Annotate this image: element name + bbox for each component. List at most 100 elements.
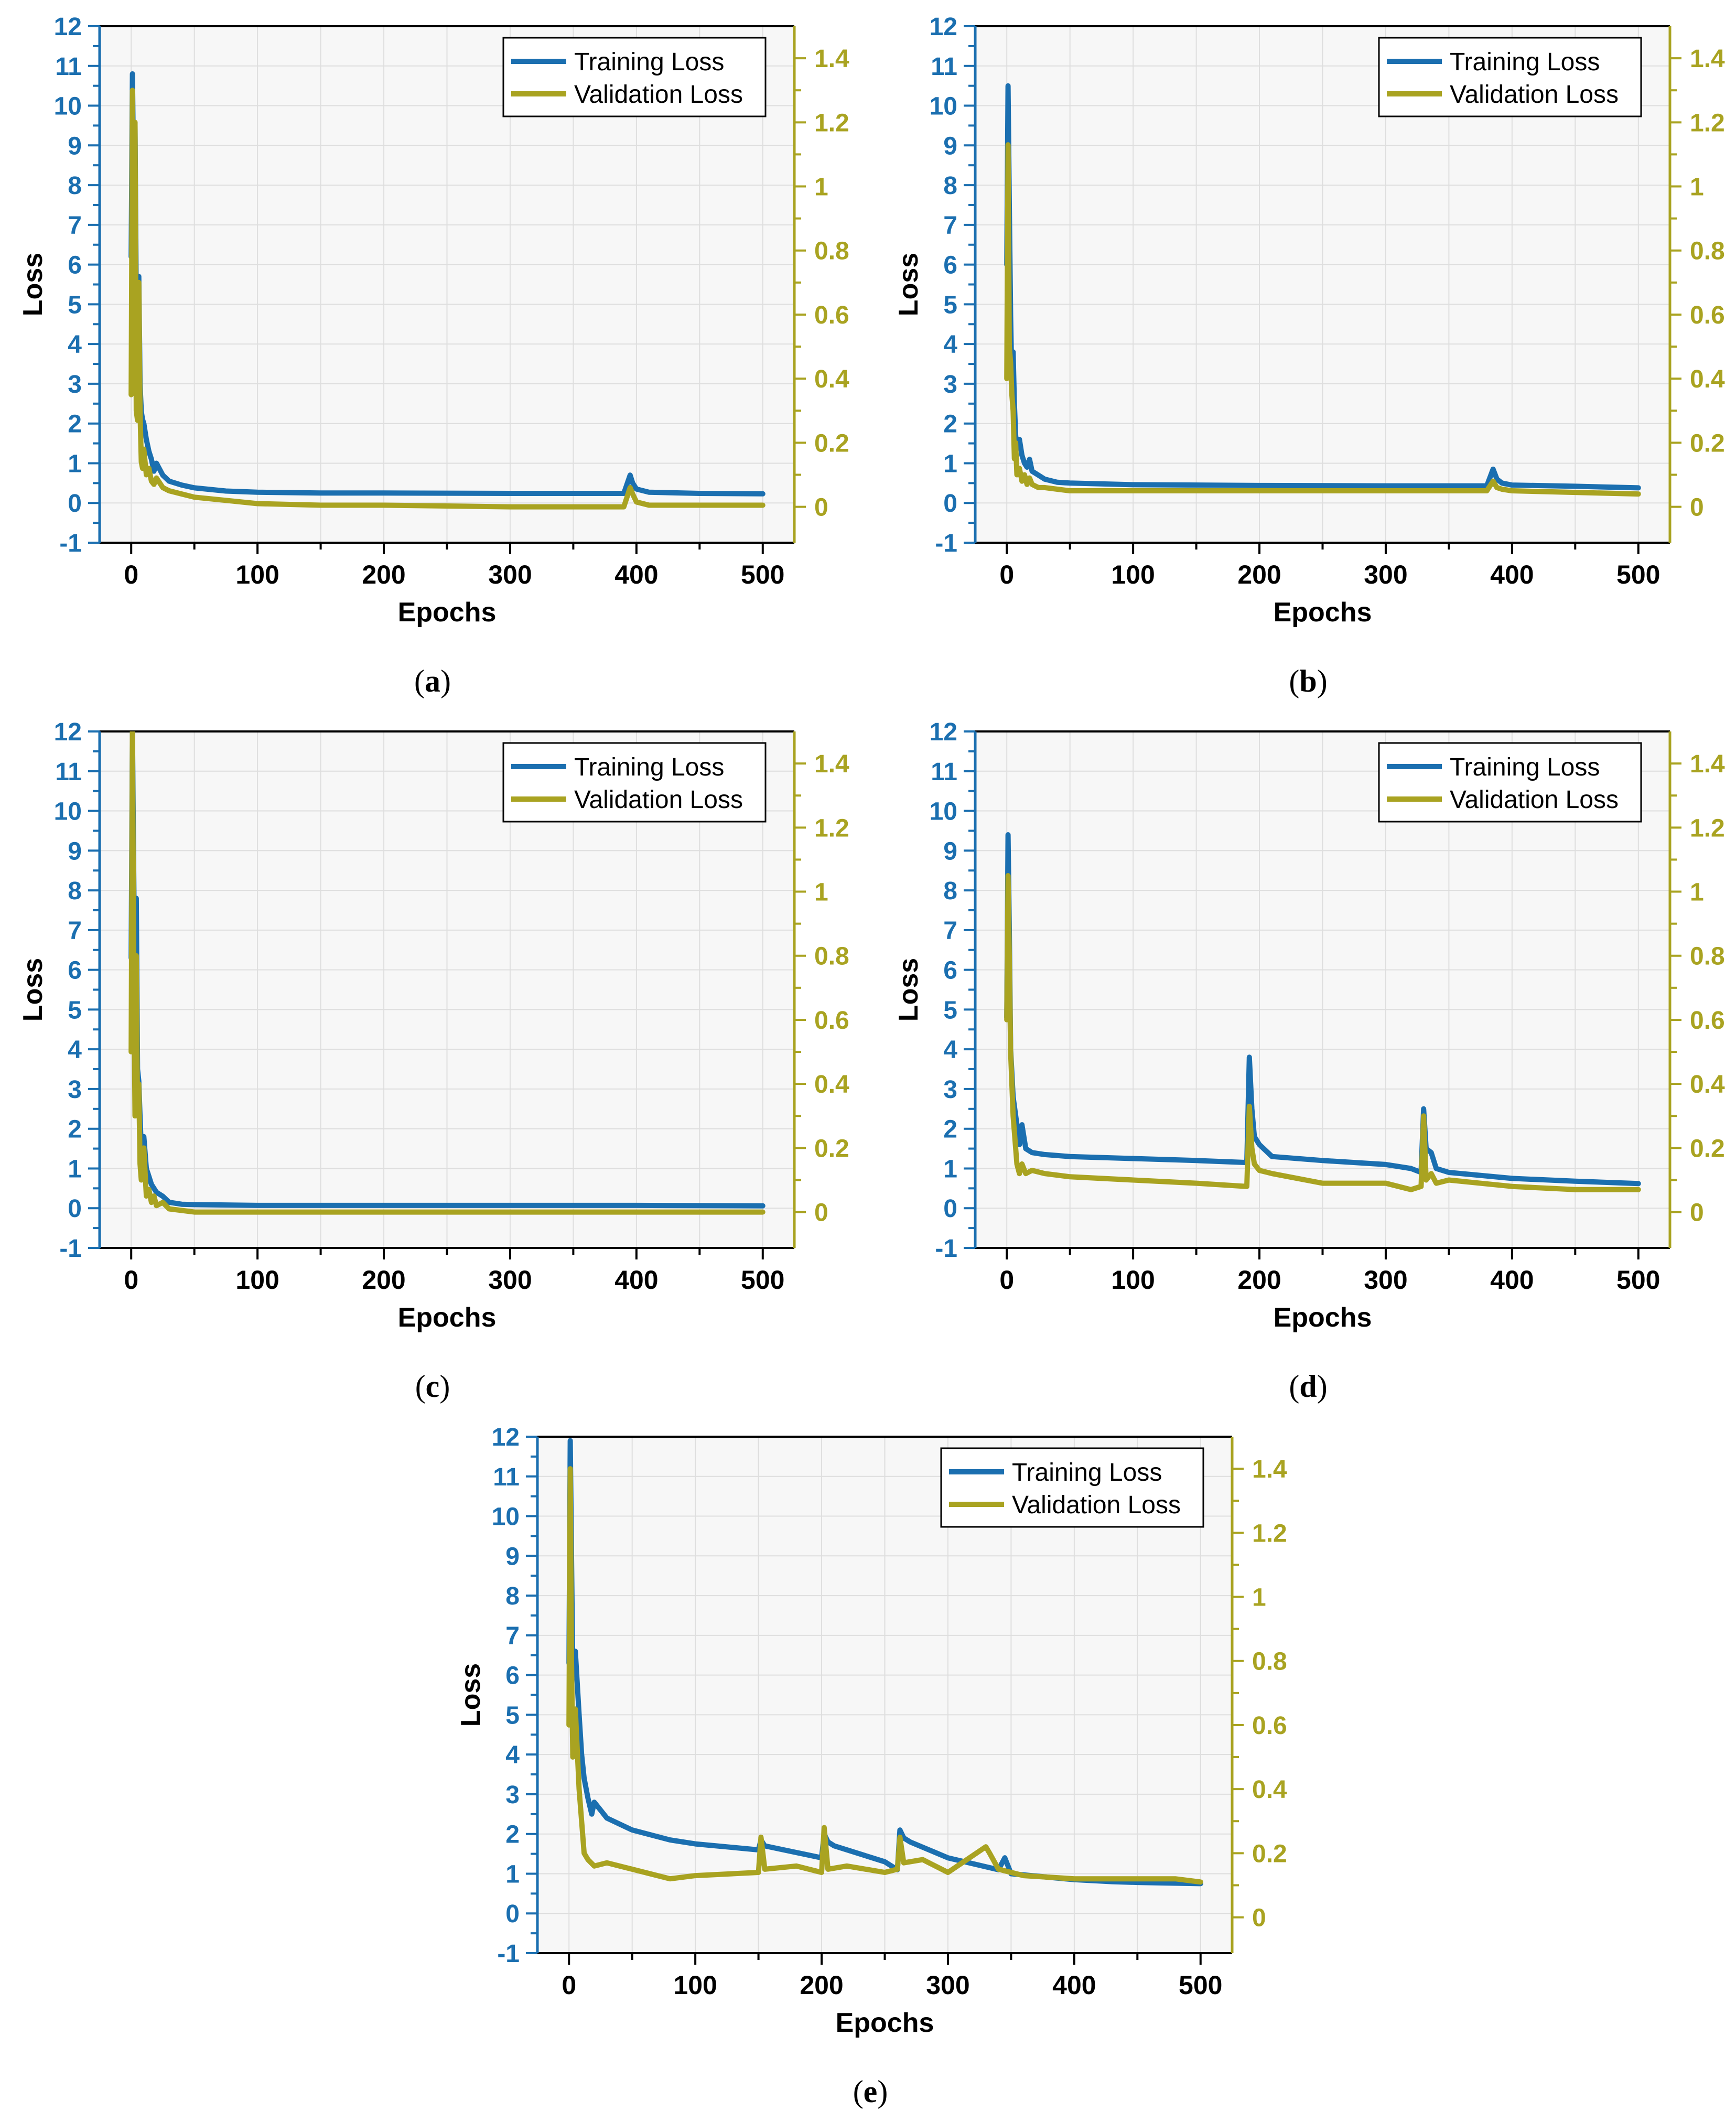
x-axis-label: Epochs [398, 1302, 497, 1333]
y-tick-label: 3 [943, 371, 957, 398]
y-tick-label: 11 [931, 53, 957, 81]
y-tick-label: 8 [505, 1582, 520, 1610]
y-tick-label: 11 [55, 53, 82, 81]
series-line-validation [1004, 142, 1641, 497]
legend-label-validation: Validation Loss [1012, 1491, 1181, 1519]
y2-tick-label: 1 [1690, 879, 1704, 907]
y2-tick-label: 0.4 [1690, 1071, 1725, 1098]
y-tick-label: -1 [935, 530, 957, 557]
legend-box [940, 1447, 1204, 1528]
y-tick-label: 0 [68, 1195, 82, 1223]
x-tick-label: 300 [488, 560, 532, 589]
x-tick-label: 400 [614, 560, 658, 589]
y-axis-label: Loss [893, 958, 924, 1021]
y-tick-label: -1 [497, 1940, 520, 1968]
y-tick-label: 10 [54, 798, 82, 826]
y-tick-label: 6 [68, 957, 82, 985]
legend-box [502, 742, 767, 823]
chart-svg-b: 0 100 200 300 400 500Epochs-10123456789101112… [893, 13, 1725, 628]
x-axis-label: Epochs [836, 2008, 934, 2038]
legend-box [1378, 742, 1642, 823]
y2-tick-label: 0.4 [814, 365, 849, 393]
y-tick-label: 12 [930, 718, 957, 746]
chart-panel-b: 0 100 200 300 400 500 Epochs -1 0 1 2 3 4 5 6 7 8 9 10 11 12… [886, 5, 1725, 640]
y-tick-label: 12 [54, 13, 82, 41]
y-tick-label: 6 [68, 252, 82, 279]
x-tick-label: 0 [999, 560, 1014, 589]
y-tick-label: 12 [54, 718, 82, 746]
chart-svg-c: 0 100 200 300 400 500Epochs-10123456789101112… [18, 718, 849, 1333]
y-tick-label: 1 [943, 450, 957, 478]
x-tick-label: 0 [999, 1265, 1014, 1295]
x-axis: 0 100 200 300 400 500 [124, 543, 784, 589]
legend: Training Loss Validation Loss [940, 1447, 1204, 1528]
y-tick-label: 7 [68, 212, 82, 240]
y-tick-label: 0 [943, 1195, 957, 1223]
y2-tick-label: 1.4 [814, 750, 849, 778]
y-tick-label: 4 [68, 1036, 82, 1064]
y-axis-label: Loss [456, 1663, 486, 1727]
x-tick-label: 400 [1490, 1265, 1534, 1295]
y-tick-label: 2 [68, 411, 82, 438]
legend: Training Loss Validation Loss [502, 742, 767, 823]
series-line-validation [1004, 873, 1641, 1192]
y-axis-right-ticks: 0 0.2 0.4 0.6 0.8 1 1.2 1.4 [1670, 750, 1725, 1227]
legend-label-training: Training Loss [1450, 48, 1600, 76]
y2-tick-label: 0.8 [814, 943, 849, 971]
y2-tick-label: 1.2 [814, 109, 849, 137]
y2-tick-label: 1 [1690, 174, 1704, 201]
x-tick-label: 300 [488, 1265, 532, 1295]
legend-label-training: Training Loss [574, 48, 724, 76]
x-tick-label: 100 [1111, 1265, 1155, 1295]
legend: Training Loss Validation Loss [1378, 742, 1642, 823]
y-axis-right-ticks: 0 0.2 0.4 0.6 0.8 1 1.2 1.4 [794, 45, 849, 522]
y-axis-right-ticks: 0 0.2 0.4 0.6 0.8 1 1.2 1.4 [794, 750, 849, 1227]
y-tick-label: 3 [505, 1781, 520, 1809]
y-tick-label: 2 [943, 411, 957, 438]
x-tick-label: 200 [800, 1970, 843, 2000]
y-tick-label: 5 [943, 291, 957, 319]
y-tick-label: 11 [493, 1463, 520, 1491]
y-tick-label: -1 [935, 1235, 957, 1263]
x-tick-label: 500 [1616, 560, 1660, 589]
x-tick-label: 500 [1179, 1970, 1222, 2000]
legend-box [502, 37, 767, 117]
caption-c: (c) [415, 1369, 450, 1404]
y-tick-label: 1 [505, 1860, 520, 1888]
y-tick-label: 8 [68, 172, 82, 200]
y-tick-label: 9 [505, 1543, 520, 1570]
x-tick-label: 100 [235, 560, 279, 589]
y2-tick-label: 0 [1690, 1199, 1704, 1227]
x-tick-label: 300 [926, 1970, 969, 2000]
y-tick-label: 6 [943, 252, 957, 279]
x-axis: 0 100 200 300 400 500 [999, 1248, 1660, 1295]
y2-tick-label: 0.8 [1690, 943, 1725, 971]
y-tick-label: 8 [68, 877, 82, 905]
x-tick-label: 400 [1052, 1970, 1096, 2000]
legend: Training Loss Validation Loss [502, 37, 767, 117]
y2-tick-label: 0.6 [1690, 301, 1725, 329]
legend-label-validation: Validation Loss [1450, 81, 1619, 109]
x-tick-label: 100 [235, 1265, 279, 1295]
y-tick-label: 12 [930, 13, 957, 41]
x-tick-label: 0 [562, 1970, 576, 2000]
y-tick-label: 3 [68, 1076, 82, 1104]
caption-e: (e) [853, 2074, 888, 2109]
y2-tick-label: 0.4 [1252, 1776, 1287, 1804]
series-line-validation [566, 1466, 1203, 1885]
x-tick-label: 200 [362, 1265, 405, 1295]
y2-tick-label: 0.6 [814, 301, 849, 329]
legend-label-training: Training Loss [574, 753, 724, 781]
series-group [1004, 832, 1641, 1192]
y2-tick-label: 0 [1252, 1904, 1266, 1932]
y2-tick-label: 1.4 [1252, 1456, 1287, 1483]
x-axis: 0 100 200 300 400 500 [124, 1248, 784, 1295]
x-tick-label: 300 [1364, 1265, 1407, 1295]
chart-panel-c: 0 100 200 300 400 500 Epochs -1 0 1 2 3 4 5 6 7 8 9 10 11 12… [10, 710, 849, 1345]
y-tick-label: 7 [68, 917, 82, 945]
y-tick-label: 3 [943, 1076, 957, 1104]
y-tick-label: 11 [931, 758, 957, 786]
